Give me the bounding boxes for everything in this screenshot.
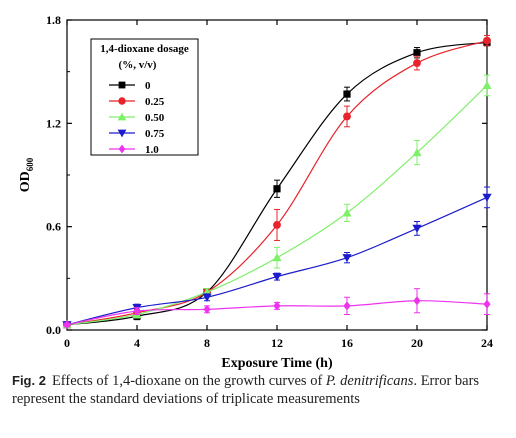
marker-diamond	[118, 144, 126, 154]
marker-diamond	[413, 296, 421, 306]
x-tick-label: 0	[64, 336, 70, 350]
marker-diamond	[133, 306, 141, 316]
figure-label: Fig. 2	[12, 373, 46, 388]
marker-diamond	[63, 320, 71, 330]
legend-box	[90, 38, 199, 156]
marker-triangle-down	[272, 273, 282, 282]
caption-text-end: . Error bars represent the standard devi…	[12, 373, 480, 407]
legend-item-0: 0	[109, 80, 151, 92]
marker-triangle-up	[482, 80, 492, 90]
legend-subtitle: (%, v/v)	[119, 59, 157, 71]
legend-label: 0.75	[145, 128, 165, 140]
marker-triangle-down	[342, 254, 352, 263]
legend-label: 0.50	[145, 112, 165, 124]
x-tick-label: 8	[204, 336, 210, 350]
marker-triangle-up	[272, 253, 282, 262]
marker-diamond	[483, 299, 491, 309]
marker-circle	[273, 221, 281, 229]
x-tick-label: 20	[411, 336, 423, 350]
legend-label: 0	[145, 80, 151, 92]
legend-item-0-25: 0.25	[109, 96, 165, 108]
y-tick-label: 0.0	[46, 323, 61, 337]
y-axis-label-subscript: 600	[25, 157, 35, 171]
series-1-0	[63, 288, 491, 330]
axes: 0 4 8 12 16 20 24 0.0 0.6 1.2 1.8 Exposure Time (h)…	[18, 13, 493, 370]
series-group	[62, 35, 492, 330]
marker-triangle-down	[482, 193, 492, 202]
x-tick-label: 24	[481, 336, 493, 350]
marker-circle	[343, 112, 351, 121]
marker-triangle-up	[342, 208, 352, 217]
legend-label: 0.25	[145, 96, 165, 108]
y-tick-label: 1.8	[46, 13, 61, 27]
marker-triangle-down	[202, 293, 212, 302]
marker-square	[273, 185, 281, 193]
growth-curve-chart: 0 4 8 12 16 20 24 0.0 0.6 1.2 1.8 Exposure Time (h)…	[18, 13, 493, 370]
y-axis-label: OD600	[18, 157, 35, 192]
y-tick-label: 0.6	[46, 220, 61, 234]
marker-square	[343, 90, 351, 98]
marker-triangle-down	[117, 129, 127, 138]
y-tick-label: 1.2	[46, 116, 61, 130]
x-tick-label: 4	[134, 336, 140, 350]
legend-item-1-0: 1.0	[109, 144, 159, 156]
x-tick-label: 16	[341, 336, 353, 350]
marker-diamond	[203, 304, 211, 314]
marker-square	[413, 49, 421, 57]
marker-triangle-down	[412, 224, 422, 233]
marker-square	[118, 81, 126, 89]
marker-circle	[118, 97, 126, 105]
marker-diamond	[343, 301, 351, 311]
legend-item-0-50: 0.50	[109, 112, 165, 124]
caption-text-start: Effects of 1,4-dioxane on the growth cur…	[51, 373, 326, 389]
marker-circle	[483, 36, 491, 45]
marker-triangle-up	[412, 148, 422, 157]
x-tick-label: 12	[271, 336, 283, 350]
legend: 1,4-dioxane dosage (%, v/v) 0 0.25 0.50 0.75 1…	[90, 38, 199, 156]
legend-item-0-75: 0.75	[109, 128, 165, 140]
caption-species: P. denitrificans	[325, 373, 414, 389]
x-axis-label: Exposure Time (h)	[221, 356, 333, 370]
marker-circle	[413, 59, 421, 67]
legend-label: 1.0	[145, 144, 159, 156]
figure-caption: Fig. 2 Effects of 1,4-dioxane on the grow…	[12, 372, 508, 408]
marker-triangle-up	[117, 112, 127, 121]
legend-title: 1,4-dioxane dosage	[100, 43, 189, 55]
marker-diamond	[273, 301, 281, 311]
